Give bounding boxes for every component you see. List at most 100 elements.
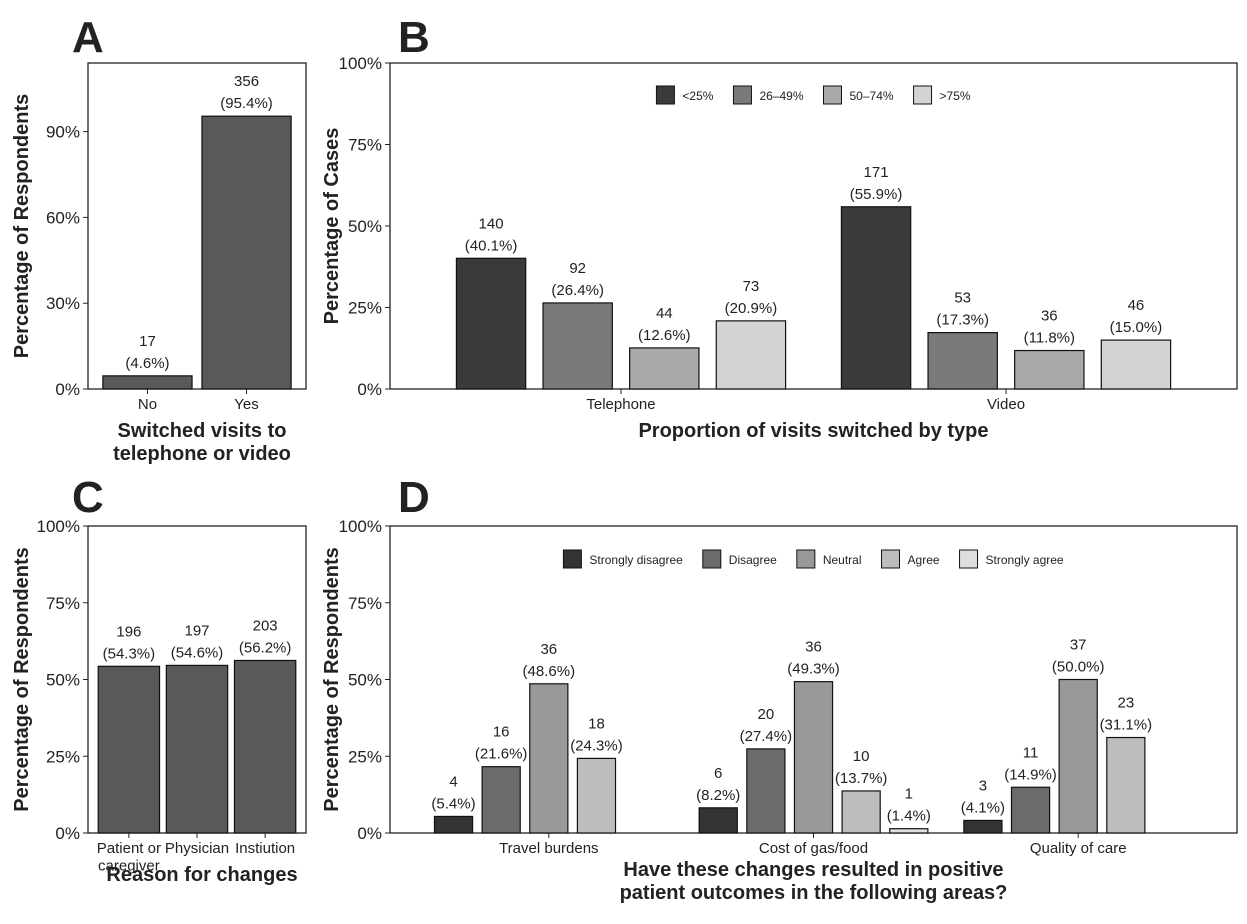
- bar-label: (17.3%): [936, 312, 989, 329]
- x-tick-label: No: [138, 396, 157, 413]
- x-axis-title: Proportion of visits switched by type: [638, 420, 988, 442]
- bar-label: (1.4%): [887, 808, 931, 825]
- legend-label: 50–74%: [850, 89, 894, 103]
- bar: [1014, 349, 1085, 390]
- bar-count: 92: [569, 260, 586, 277]
- legend-label: Strongly disagree: [589, 553, 683, 567]
- bar-label: (40.1%): [465, 237, 518, 254]
- y-tick-label: 0%: [55, 380, 80, 399]
- bar-label: (50.0%): [1052, 659, 1105, 676]
- bar-label: (95.4%): [220, 95, 273, 112]
- legend-swatch: [913, 85, 933, 105]
- bar-label: (55.9%): [850, 186, 903, 203]
- bar-count: 17: [139, 333, 156, 350]
- bar: [433, 815, 474, 834]
- x-tick-label: Yes: [234, 396, 258, 413]
- y-tick-label: 0%: [55, 824, 80, 843]
- bar: [576, 757, 617, 834]
- bar-label: (20.9%): [725, 300, 778, 317]
- bar-count: 23: [1117, 695, 1134, 712]
- legend-label: <25%: [682, 89, 713, 103]
- x-tick-label: Patient or caregiver: [97, 840, 161, 874]
- bar-count: 20: [758, 706, 775, 723]
- bar-label: (15.0%): [1110, 319, 1163, 336]
- bar-label: (14.9%): [1004, 766, 1057, 783]
- panel-letter: C: [72, 473, 104, 522]
- legend-swatch: [732, 85, 752, 105]
- bar-count: 196: [116, 623, 141, 640]
- x-tick-label: Instiution: [235, 840, 295, 857]
- bar: [841, 790, 881, 834]
- bar: [698, 807, 738, 834]
- y-axis-title: Percentage of Cases: [321, 128, 343, 325]
- legend-swatch: [562, 549, 582, 569]
- bar: [629, 347, 700, 390]
- bar-label: (26.4%): [551, 282, 604, 299]
- bar: [233, 659, 297, 834]
- legend-swatch: [796, 549, 816, 569]
- bar-count: 4: [449, 773, 457, 790]
- bar-count: 46: [1128, 297, 1145, 314]
- bar-label: (4.6%): [125, 355, 169, 372]
- bar-count: 37: [1070, 637, 1087, 654]
- bar: [1010, 786, 1051, 834]
- legend-label: Agree: [908, 553, 940, 567]
- bar-count: 73: [743, 278, 760, 295]
- x-tick-label: Cost of gas/food: [759, 840, 868, 857]
- y-tick-label: 75%: [46, 594, 80, 613]
- panel-letter: D: [398, 473, 430, 522]
- y-tick-label: 0%: [357, 824, 382, 843]
- bar: [746, 748, 786, 834]
- bar-count: 356: [234, 73, 259, 90]
- bar-count: 53: [954, 290, 971, 307]
- y-tick-label: 90%: [46, 123, 80, 142]
- bar: [529, 683, 569, 834]
- bar-count: 18: [588, 715, 605, 732]
- x-tick-label: Physician: [165, 840, 229, 857]
- bar: [927, 332, 998, 390]
- bar-count: 140: [479, 215, 504, 232]
- bar-label: (24.3%): [570, 737, 623, 754]
- bar: [542, 302, 613, 390]
- y-tick-label: 50%: [46, 671, 80, 690]
- bar: [455, 257, 527, 390]
- legend-swatch: [823, 85, 842, 105]
- bar-count: 36: [540, 641, 557, 658]
- plot-frame: [87, 62, 307, 390]
- legend-swatch: [655, 85, 675, 105]
- bar-label: (31.1%): [1100, 717, 1153, 734]
- legend-label: Neutral: [823, 553, 862, 567]
- bar-count: 11: [1023, 744, 1039, 761]
- y-tick-label: 50%: [348, 671, 382, 690]
- x-tick-label: Telephone: [586, 396, 655, 413]
- legend-label: 26–49%: [759, 89, 803, 103]
- x-tick-label: Quality of care: [1030, 840, 1127, 857]
- bar: [102, 375, 193, 390]
- y-tick-label: 75%: [348, 136, 382, 155]
- bar-count: 197: [184, 622, 209, 639]
- bar-label: (5.4%): [431, 795, 475, 812]
- y-tick-label: 50%: [348, 217, 382, 236]
- legend-label: Strongly agree: [986, 553, 1064, 567]
- bar: [793, 681, 834, 834]
- bar-label: (13.7%): [835, 770, 888, 787]
- bar-count: 10: [853, 748, 870, 765]
- bar: [97, 665, 161, 834]
- legend: Strongly disagree Disagree Neutral Agree Str…: [562, 549, 1064, 569]
- bar: [1058, 678, 1098, 834]
- y-tick-label: 0%: [357, 380, 382, 399]
- y-tick-label: 25%: [348, 299, 382, 318]
- y-tick-label: 25%: [46, 747, 80, 766]
- legend-swatch: [959, 549, 979, 569]
- x-axis-title: Reason for changes: [106, 864, 297, 886]
- bar: [481, 766, 521, 834]
- y-tick-label: 25%: [348, 747, 382, 766]
- y-tick-label: 30%: [46, 294, 80, 313]
- y-axis-title: Percentage of Respondents: [321, 547, 343, 812]
- y-tick-label: 100%: [339, 54, 382, 73]
- bar: [165, 664, 229, 834]
- bar-count: 3: [979, 777, 987, 794]
- bar-label: (12.6%): [638, 327, 691, 344]
- y-axis-title: Percentage of Respondents: [11, 94, 33, 359]
